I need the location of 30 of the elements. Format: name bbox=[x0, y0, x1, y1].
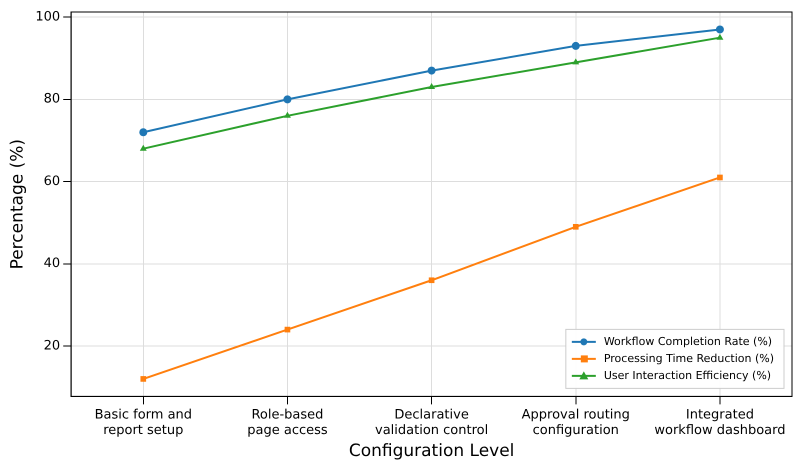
point bbox=[572, 224, 579, 230]
y-tick-label: 40 bbox=[44, 256, 60, 272]
x-tick-label: Basic form and report setup bbox=[94, 408, 192, 438]
legend-label: User Interaction Efficiency (%) bbox=[604, 368, 772, 382]
point bbox=[140, 376, 146, 382]
legend-label: Processing Time Reduction (%) bbox=[604, 352, 774, 365]
y-axis-title: Percentage (%) bbox=[8, 138, 28, 270]
x-axis-title: Configuration Level bbox=[348, 441, 514, 462]
y-tick-label: 20 bbox=[44, 338, 60, 354]
point bbox=[572, 58, 580, 64]
point bbox=[428, 83, 436, 90]
point bbox=[284, 112, 291, 118]
x-tick-label: Approval routing configuration bbox=[522, 408, 630, 438]
point bbox=[139, 128, 148, 136]
point bbox=[140, 144, 147, 151]
legend-label: Workflow Completion Rate (%) bbox=[604, 334, 772, 348]
point bbox=[428, 277, 434, 284]
point bbox=[572, 42, 580, 50]
point bbox=[717, 174, 723, 180]
point bbox=[284, 326, 290, 332]
x-tick-label: Integrated workflow dashboard bbox=[654, 408, 786, 438]
point bbox=[283, 95, 292, 104]
y-tick-label: 100 bbox=[35, 10, 60, 25]
x-tick-label: Declarative validation control bbox=[375, 408, 488, 438]
x-tick-label: Role-based page access bbox=[247, 408, 328, 438]
point bbox=[428, 66, 436, 75]
y-tick-label: 60 bbox=[44, 174, 60, 189]
point bbox=[716, 25, 724, 34]
y-tick-label: 80 bbox=[44, 92, 60, 107]
point bbox=[716, 34, 724, 40]
